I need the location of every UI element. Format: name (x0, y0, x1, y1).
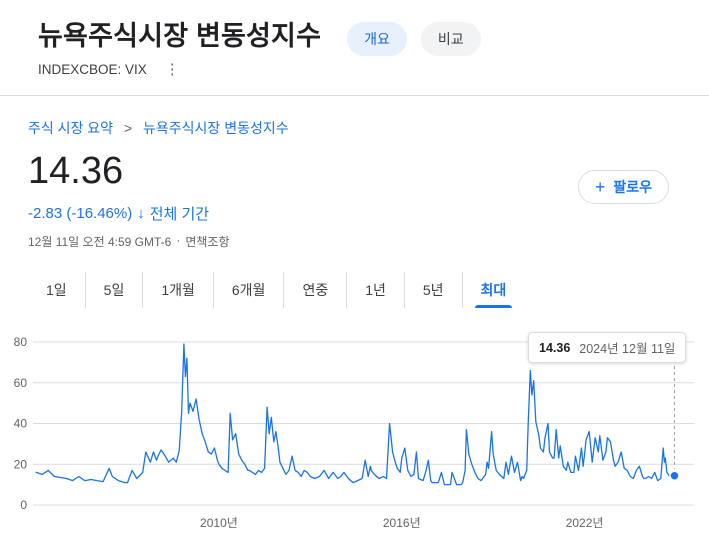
svg-text:2010년: 2010년 (200, 516, 238, 530)
range-tab-1d[interactable]: 1일 (28, 272, 85, 308)
dot-separator: · (176, 233, 181, 247)
breadcrumb-current-page[interactable]: 뉴욕주식시장 변동성지수 (143, 120, 289, 136)
svg-text:40: 40 (14, 417, 28, 431)
page-header: 뉴욕주식시장 변동성지수 INDEXCBOE: VIX ⋮ 개요 비교 (0, 0, 709, 79)
range-tab-max[interactable]: 최대 (461, 272, 525, 308)
price-change-value: -2.83 (-16.46%) (28, 205, 133, 222)
svg-text:2022년: 2022년 (566, 516, 604, 530)
page-title: 뉴욕주식시장 변동성지수 (38, 21, 322, 51)
tooltip-date: 2024년 12월 11일 (579, 342, 676, 356)
svg-text:20: 20 (14, 457, 28, 471)
range-tab-5y[interactable]: 5년 (403, 272, 462, 308)
svg-text:2016년: 2016년 (383, 516, 421, 530)
breadcrumb: 주식 시장 요약 > 뉴욕주식시장 변동성지수 (28, 118, 669, 138)
range-tab-ytd[interactable]: 연중 (283, 272, 346, 308)
range-tab-6m[interactable]: 6개월 (212, 272, 284, 308)
svg-text:60: 60 (14, 376, 28, 390)
range-tab-1m[interactable]: 1개월 (142, 272, 213, 308)
price-change-row: -2.83 (-16.46%) ↓ 전체 기간 (28, 203, 669, 224)
header-divider (0, 95, 709, 96)
follow-button[interactable]: + 팔로우 (577, 170, 669, 204)
plus-icon: + (594, 177, 606, 197)
arrow-down-icon: ↓ (137, 205, 145, 222)
more-options-icon[interactable]: ⋮ (164, 61, 180, 78)
range-tab-5d[interactable]: 5일 (84, 272, 143, 308)
ticker-symbol: INDEXCBOE: VIX (38, 62, 147, 77)
tooltip-value: 14.36 (539, 340, 571, 355)
tab-compare[interactable]: 비교 (420, 22, 481, 56)
quote-section: 주식 시장 요약 > 뉴욕주식시장 변동성지수 14.36 -2.83 (-16… (28, 118, 669, 250)
chart-tooltip: 14.36 2024년 12월 11일 (528, 332, 687, 363)
quote-timestamp: 12월 11일 오전 4:59 GMT-6 (28, 235, 172, 249)
range-tab-1y[interactable]: 1년 (346, 272, 404, 308)
breadcrumb-market-summary[interactable]: 주식 시장 요약 (28, 120, 114, 136)
timestamp-row: 12월 11일 오전 4:59 GMT-6 · 면책조항 (28, 233, 669, 250)
tab-overview[interactable]: 개요 (347, 22, 407, 56)
breadcrumb-separator: > (123, 120, 133, 136)
follow-button-label: 팔로우 (613, 179, 652, 195)
view-tabs: 개요 비교 (347, 22, 481, 56)
disclaimer-link[interactable]: 면책조항 (185, 235, 230, 249)
svg-text:80: 80 (14, 335, 28, 349)
current-price: 14.36 (28, 150, 124, 192)
price-chart-area[interactable]: 0 20 40 60 80 2010년 2016년 2022년 14.36 2024년 12월… (0, 322, 709, 542)
period-label: 전체 기간 (149, 206, 210, 223)
chart-range-tabs: 1일 5일 1개월 6개월 연중 1년 5년 최대 (28, 272, 524, 308)
svg-text:0: 0 (20, 498, 27, 512)
